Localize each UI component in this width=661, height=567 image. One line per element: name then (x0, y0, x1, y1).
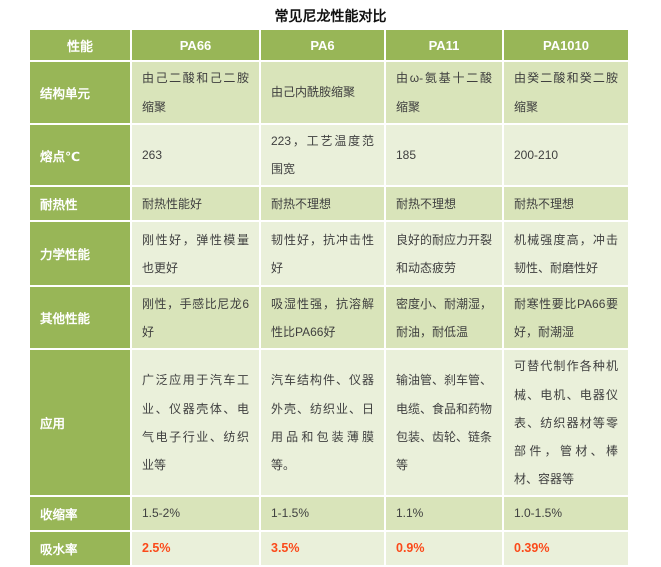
table-cell: 耐寒性要比PA66要好，耐潮湿 (504, 287, 628, 349)
page-title: 常见尼龙性能对比 (274, 8, 387, 24)
table-cell: 耐热性能好 (132, 187, 259, 221)
table-row: 力学性能 刚性好，弹性模量也更好 韧性好，抗冲击性好 良好的耐应力开裂和动态疲劳 机械强… (30, 222, 628, 286)
table-cell: 密度小、耐潮湿，耐油，耐低温 (386, 287, 502, 349)
table-cell: 263 (132, 125, 259, 186)
row-label: 收缩率 (30, 497, 130, 530)
table-cell: 1.1% (386, 497, 502, 530)
column-header-1: PA66 (132, 30, 259, 60)
row-label: 应用 (30, 350, 130, 496)
row-label: 吸水率 (30, 531, 130, 565)
table-cell: 耐热不理想 (386, 187, 502, 221)
table-cell: 耐热不理想 (504, 187, 628, 221)
table-cell: 由己内酰胺缩聚 (261, 62, 384, 123)
table-cell: 广泛应用于汽车工业、仪器壳体、电气电子行业、纺织业等 (132, 350, 259, 496)
column-header-2: PA6 (261, 30, 384, 60)
row-label: 其他性能 (30, 287, 130, 349)
nylon-comparison-table: 性能 PA66 PA6 PA11 PA1010 结构单元 由己二酸和己二胺缩聚 由己内酰胺缩聚… (28, 28, 630, 567)
table-row: 吸水率 2.5% 3.5% 0.9% 0.39% (30, 531, 628, 565)
table-row: 结构单元 由己二酸和己二胺缩聚 由己内酰胺缩聚 由ω-氨基十二酸缩聚 由癸二酸和癸二胺缩… (30, 62, 628, 123)
table-cell: 吸湿性强，抗溶解性比PA66好 (261, 287, 384, 349)
table-cell: 223，工艺温度范围宽 (261, 125, 384, 186)
comparison-table: 性能 PA66 PA6 PA11 PA1010 结构单元 由己二酸和己二胺缩聚 由己内酰胺缩聚… (28, 28, 630, 567)
row-label: 结构单元 (30, 62, 130, 123)
row-label: 力学性能 (30, 222, 130, 286)
column-header-3: PA11 (386, 30, 502, 60)
table-cell: 由ω-氨基十二酸缩聚 (386, 62, 502, 123)
table-cell: 由己二酸和己二胺缩聚 (132, 62, 259, 123)
table-cell: 刚性好，弹性模量也更好 (132, 222, 259, 286)
table-cell: 可替代制作各种机械、电机、电器仪表、纺织器材等零部件，管材、棒材、容器等 (504, 350, 628, 496)
table-row: 耐热性 耐热性能好 耐热不理想 耐热不理想 耐热不理想 (30, 187, 628, 221)
table-cell: 刚性，手感比尼龙6好 (132, 287, 259, 349)
table-cell: 良好的耐应力开裂和动态疲劳 (386, 222, 502, 286)
table-row: 收缩率 1.5-2% 1-1.5% 1.1% 1.0-1.5% (30, 497, 628, 530)
table-cell: 输油管、刹车管、电缆、食品和药物包装、齿轮、链条等 (386, 350, 502, 496)
column-header-0: 性能 (30, 30, 130, 60)
table-cell: 200-210 (504, 125, 628, 186)
table-row: 其他性能 刚性，手感比尼龙6好 吸湿性强，抗溶解性比PA66好 密度小、耐潮湿，耐油，… (30, 287, 628, 349)
table-cell: 185 (386, 125, 502, 186)
table-cell: 3.5% (261, 531, 384, 565)
row-label: 熔点℃ (30, 125, 130, 186)
table-row: 熔点℃ 263 223，工艺温度范围宽 185 200-210 (30, 125, 628, 186)
table-cell: 0.9% (386, 531, 502, 565)
row-label: 耐热性 (30, 187, 130, 221)
table-row: 应用 广泛应用于汽车工业、仪器壳体、电气电子行业、纺织业等 汽车结构件、仪器外壳、纺… (30, 350, 628, 496)
column-header-4: PA1010 (504, 30, 628, 60)
table-cell: 1-1.5% (261, 497, 384, 530)
table-cell: 2.5% (132, 531, 259, 565)
table-cell: 耐热不理想 (261, 187, 384, 221)
table-cell: 0.39% (504, 531, 628, 565)
table-cell: 汽车结构件、仪器外壳、纺织业、日用品和包装薄膜等。 (261, 350, 384, 496)
table-cell: 1.0-1.5% (504, 497, 628, 530)
table-cell: 1.5-2% (132, 497, 259, 530)
table-cell: 韧性好，抗冲击性好 (261, 222, 384, 286)
table-cell: 由癸二酸和癸二胺缩聚 (504, 62, 628, 123)
table-cell: 机械强度高，冲击韧性、耐磨性好 (504, 222, 628, 286)
